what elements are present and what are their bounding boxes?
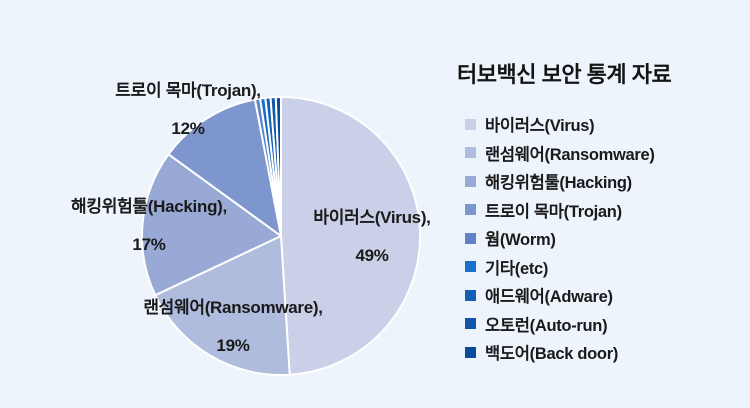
legend-item-label: 오토런(Auto-run) [485, 316, 608, 335]
legend-item-label: 기타(etc) [485, 259, 549, 278]
legend-item-autorun[interactable]: 오토런(Auto-run) [465, 310, 655, 339]
chart-title: 터보백신 보안 통계 자료 [457, 62, 672, 87]
legend-item-virus[interactable]: 바이러스(Virus) [465, 110, 655, 139]
legend-swatch-icon [465, 346, 476, 358]
pie-slice-1[interactable] [154, 235, 291, 376]
pie-label-ransomware-name: 랜섬웨어(Ransomware), [143, 298, 323, 317]
legend-item-label: 웜(Worm) [485, 231, 556, 250]
pie-slice-2[interactable] [141, 153, 282, 297]
legend-item-label: 트로이 목마(Trojan) [485, 202, 622, 221]
legend-item-etc[interactable]: 기타(etc) [465, 253, 655, 282]
legend-item-trojan[interactable]: 트로이 목마(Trojan) [465, 196, 655, 225]
legend-swatch-icon [465, 147, 476, 159]
legend-swatch-icon [465, 118, 476, 130]
legend-item-worm[interactable]: 웜(Worm) [465, 224, 655, 253]
pie-label-trojan-pct: 12% [171, 119, 205, 138]
legend-item-label: 바이러스(Virus) [485, 117, 595, 136]
legend-item-backdoor[interactable]: 백도어(Back door) [465, 338, 655, 367]
legend-swatch-icon [465, 261, 476, 273]
legend-item-label: 랜섬웨어(Ransomware) [485, 145, 655, 164]
pie-label-trojan-name: 트로이 목마(Trojan), [115, 81, 261, 100]
pie-label-trojan: 트로이 목마(Trojan), 12% [115, 79, 261, 140]
legend-item-adware[interactable]: 애드웨어(Adware) [465, 281, 655, 310]
pie-label-hacking-name: 해킹위험툴(Hacking), [71, 197, 227, 216]
legend-swatch-icon [465, 232, 476, 244]
pie-label-ransomware: 랜섬웨어(Ransomware), 19% [143, 296, 323, 357]
pie-label-virus-pct: 49% [355, 246, 389, 265]
legend-item-label: 백도어(Back door) [485, 345, 619, 364]
pie-label-hacking-pct: 17% [132, 235, 166, 254]
legend-swatch-icon [465, 204, 476, 216]
pie-label-virus: 바이러스(Virus), 49% [313, 206, 431, 267]
legend-item-ransomware[interactable]: 랜섬웨어(Ransomware) [465, 139, 655, 168]
legend-item-label: 애드웨어(Adware) [485, 288, 613, 307]
legend-swatch-icon [465, 318, 476, 330]
legend-swatch-icon [465, 289, 476, 301]
legend-item-label: 해킹위험툴(Hacking) [485, 174, 632, 193]
pie-slice-3[interactable] [167, 98, 282, 237]
legend-item-hacking[interactable]: 해킹위험툴(Hacking) [465, 167, 655, 196]
pie-slice-8[interactable] [274, 96, 282, 237]
chart-legend: 바이러스(Virus) 랜섬웨어(Ransomware) 해킹위험툴(Hacki… [465, 110, 655, 367]
pie-label-ransomware-pct: 19% [216, 336, 250, 355]
pie-label-virus-name: 바이러스(Virus), [313, 208, 431, 227]
legend-swatch-icon [465, 175, 476, 187]
pie-label-hacking: 해킹위험툴(Hacking), 17% [71, 195, 227, 256]
pie-slice-0[interactable] [280, 96, 422, 376]
